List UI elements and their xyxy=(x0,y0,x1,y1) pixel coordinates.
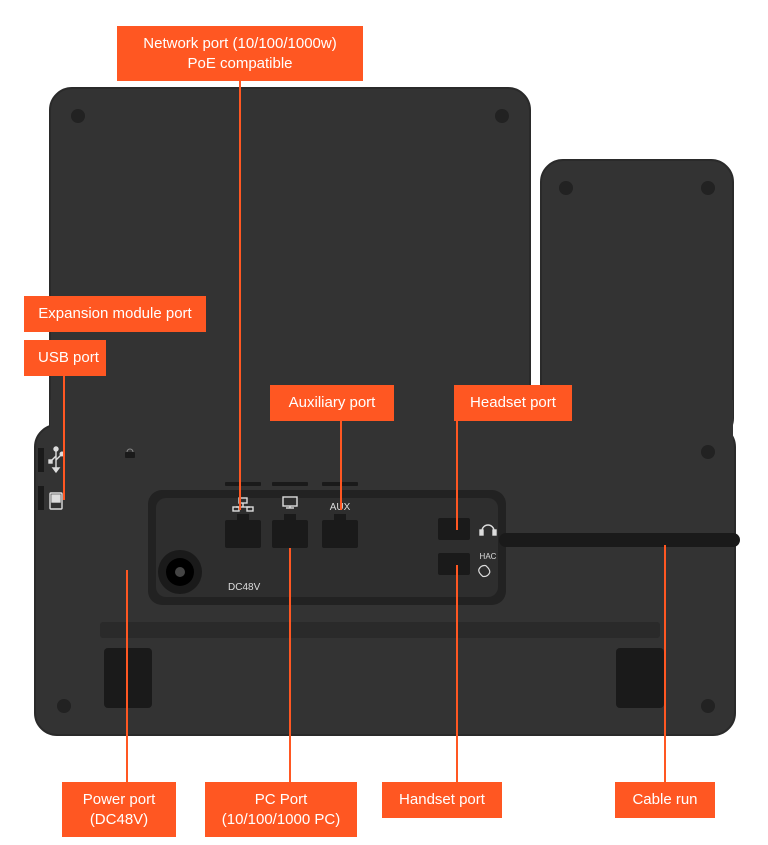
label-handset-port: Handset port xyxy=(382,782,502,818)
leader-cable-v xyxy=(664,545,666,782)
foot-left xyxy=(104,648,152,708)
label-headset-port: Headset port xyxy=(454,385,572,421)
device-diagram: AUX HAC DC48V xyxy=(0,0,768,845)
vents xyxy=(225,482,358,486)
leader-network xyxy=(239,76,241,510)
label-network-port: Network port (10/100/1000w) PoE compatib… xyxy=(117,26,363,81)
hac-label: HAC xyxy=(480,552,497,561)
leader-power-v xyxy=(126,570,128,782)
bottom-bar xyxy=(100,622,660,638)
leader-usb-v xyxy=(63,376,65,458)
label-pc-port: PC Port (10/100/1000 PC) xyxy=(205,782,357,837)
leader-headset xyxy=(456,421,458,530)
leader-pc-v xyxy=(289,548,291,782)
side-port-exp xyxy=(38,486,44,510)
side-port-usb xyxy=(38,448,44,472)
label-power-port: Power port (DC48V) xyxy=(62,782,176,837)
leader-auxiliary xyxy=(340,421,342,510)
foot-right xyxy=(616,648,664,708)
label-usb-port: USB port xyxy=(24,340,106,376)
power-jack xyxy=(158,550,202,594)
leader-handset-v xyxy=(456,565,458,782)
label-expansion-port: Expansion module port xyxy=(24,296,206,332)
dc48v-label: DC48V xyxy=(228,582,261,593)
label-auxiliary-port: Auxiliary port xyxy=(270,385,394,421)
label-cable-run: Cable run xyxy=(615,782,715,818)
